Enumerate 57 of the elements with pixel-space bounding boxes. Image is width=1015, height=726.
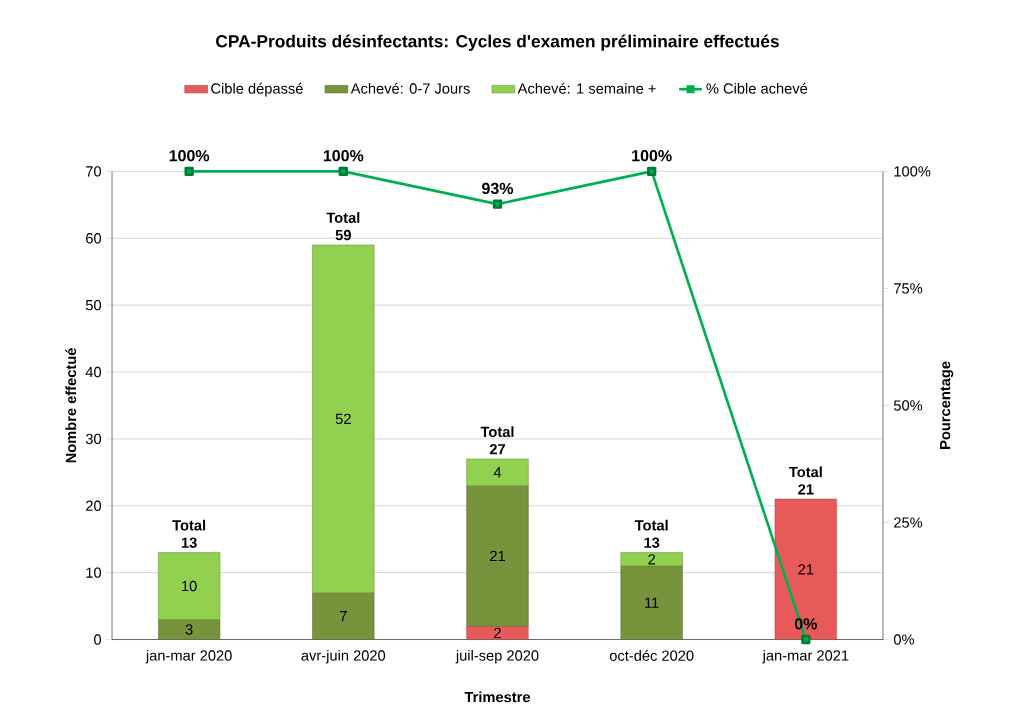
data-label: 52: [335, 413, 351, 425]
y2-tick-label: 25%: [894, 517, 923, 528]
y-tick-label: 20: [86, 500, 102, 512]
bar: [312, 244, 375, 594]
data-label: 21: [490, 551, 505, 562]
data-label: 100%: [323, 150, 364, 162]
chart-title: CPA-Produits désinfectants: Cycles d'examen préliminaire effectués: [216, 34, 779, 52]
total-label: Total 13: [634, 519, 668, 549]
bar: [312, 592, 375, 640]
x-tick-label: jan-mar 2021: [762, 650, 849, 664]
bar: [466, 458, 529, 487]
point: [647, 166, 657, 177]
y2-tick-label: 75%: [894, 283, 923, 294]
x-tick-label: oct-déc 2020: [609, 650, 694, 662]
data-label: 21: [798, 564, 814, 575]
y2-axis-title: Pourcentage: [940, 361, 954, 450]
data-label: 11: [645, 597, 659, 609]
y2-tick-label: 0%: [893, 634, 915, 645]
x-tick-label: juil-sep 2020: [455, 650, 539, 664]
y-tick-label: 10: [86, 567, 102, 579]
legend-label: Achevé: 1 semaine +: [517, 83, 656, 94]
point: [338, 166, 348, 177]
point: [184, 166, 194, 177]
bar: [158, 552, 221, 620]
bar: [158, 619, 221, 640]
legend-label: Achevé: 0-7 Jours: [350, 83, 470, 94]
data-label: 93%: [482, 182, 514, 195]
data-label: 7: [339, 611, 347, 622]
data-label: 100%: [632, 150, 672, 162]
data-label: 3: [185, 624, 193, 635]
y-tick-label: 0: [94, 634, 102, 645]
bar: [466, 485, 529, 627]
y-tick-label: 70: [86, 166, 102, 177]
data-label: 2: [648, 554, 656, 565]
data-label: 4: [493, 467, 502, 478]
y2-tick-label: 50%: [893, 400, 923, 411]
legend-label: % Cible achevé: [706, 83, 808, 94]
data-label: 2: [494, 627, 501, 639]
total-label: Total 27: [480, 426, 514, 455]
y2-tick-label: 100%: [894, 166, 931, 177]
y-tick-label: 50: [85, 300, 102, 311]
total-label: Total 59: [326, 212, 360, 241]
point: [492, 199, 503, 210]
data-label: 100%: [169, 150, 210, 162]
x-tick-label: jan-mar 2020: [145, 650, 232, 664]
legend-label: Cible dépassé: [211, 83, 303, 97]
data-label: 10: [182, 581, 197, 592]
y-tick-label: 30: [85, 433, 102, 445]
y-axis-title: Nombre effectué: [65, 348, 77, 463]
point: [801, 635, 811, 645]
x-tick-label: avr-juin 2020: [301, 650, 386, 664]
y-tick-label: 40: [85, 367, 102, 378]
x-axis-title: Trimestre: [464, 691, 531, 703]
bar: [620, 552, 683, 567]
total-label: Total 13: [172, 519, 206, 549]
y-tick-label: 60: [86, 233, 102, 244]
total-label: Total 21: [789, 466, 822, 495]
